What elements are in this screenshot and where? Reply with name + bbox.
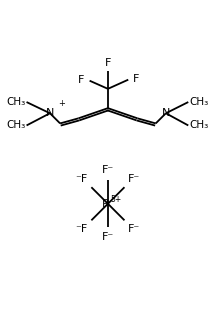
Text: +: + bbox=[58, 99, 65, 108]
Text: F⁻: F⁻ bbox=[128, 173, 140, 184]
Text: ⁻F: ⁻F bbox=[75, 173, 88, 184]
Text: CH₃: CH₃ bbox=[189, 97, 209, 107]
Text: ⁻F: ⁻F bbox=[75, 224, 88, 234]
Text: F: F bbox=[133, 74, 140, 84]
Text: P: P bbox=[102, 199, 109, 209]
Text: F⁻: F⁻ bbox=[128, 224, 140, 234]
Text: 5+: 5+ bbox=[110, 195, 121, 204]
Text: F: F bbox=[105, 58, 111, 68]
Text: CH₃: CH₃ bbox=[6, 97, 26, 107]
Text: N: N bbox=[162, 108, 170, 118]
Text: CH₃: CH₃ bbox=[189, 120, 209, 131]
Text: F⁻: F⁻ bbox=[102, 232, 114, 242]
Text: F⁻: F⁻ bbox=[102, 165, 114, 175]
Text: F: F bbox=[78, 75, 84, 85]
Text: N: N bbox=[46, 108, 54, 118]
Text: CH₃: CH₃ bbox=[6, 120, 26, 131]
